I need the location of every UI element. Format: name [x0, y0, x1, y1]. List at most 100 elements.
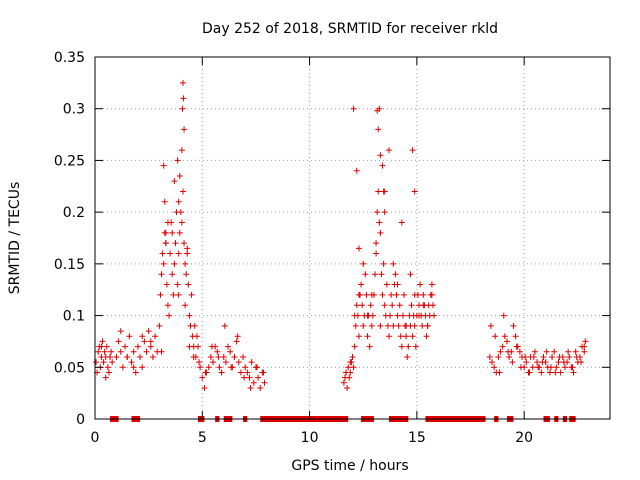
data-point [108, 348, 115, 355]
data-point [581, 343, 588, 350]
data-point [501, 333, 508, 340]
data-point [350, 364, 357, 371]
data-point [366, 343, 373, 350]
data-point [257, 384, 264, 391]
data-point [353, 167, 360, 174]
data-point [522, 353, 529, 360]
data-point [190, 353, 197, 360]
data-point [186, 312, 193, 319]
data-point [570, 369, 577, 376]
data-point [178, 219, 185, 226]
data-point [102, 374, 109, 381]
data-point [164, 302, 171, 309]
data-point [488, 359, 495, 366]
data-point [495, 353, 502, 360]
data-point [420, 291, 427, 298]
data-point [179, 105, 186, 112]
y-tick-label: 0 [76, 412, 85, 428]
data-point [162, 229, 169, 236]
data-point [177, 209, 184, 216]
grid-lines [95, 57, 610, 419]
data-point [201, 384, 208, 391]
data-point [428, 281, 435, 288]
data-point [392, 271, 399, 278]
data-point [343, 369, 350, 376]
data-point [403, 322, 410, 329]
data-point [369, 312, 376, 319]
data-point [531, 348, 538, 355]
data-point [184, 250, 191, 257]
data-point [353, 302, 360, 309]
y-tick-label: 0.05 [54, 360, 85, 376]
data-point [157, 291, 164, 298]
data-point [160, 260, 167, 267]
data-point [388, 291, 395, 298]
data-point [509, 359, 516, 366]
data-point [208, 343, 215, 350]
data-point [566, 353, 573, 360]
data-point [225, 343, 232, 350]
x-tick-label: 20 [515, 430, 533, 446]
data-point [191, 322, 198, 329]
data-point [505, 348, 512, 355]
data-point [195, 343, 201, 350]
data-point [158, 271, 165, 278]
data-point [172, 240, 179, 247]
data-point [130, 364, 137, 371]
data-point [95, 348, 102, 355]
data-point [185, 281, 192, 288]
data-point [247, 384, 254, 391]
data-point [381, 302, 388, 309]
data-point [530, 353, 537, 360]
data-point [260, 369, 267, 376]
data-point [178, 147, 185, 154]
data-point [175, 291, 182, 298]
data-point [358, 281, 365, 288]
data-point [250, 379, 257, 386]
data-point [569, 364, 576, 371]
data-point [385, 333, 392, 340]
data-point [176, 172, 183, 179]
data-point [409, 333, 416, 340]
data-point [573, 353, 580, 360]
data-point [394, 281, 401, 288]
data-point [233, 338, 240, 345]
data-point [156, 322, 163, 329]
data-point [174, 157, 181, 164]
axis-ticks: 0 0.05 0.1 0.15 0.2 0.25 0.3 0.35 0 5 10 15 20 [54, 50, 610, 446]
data-point [246, 374, 253, 381]
data-point [149, 353, 156, 360]
data-point [340, 379, 347, 386]
data-point [423, 333, 430, 340]
data-point [492, 333, 499, 340]
data-point [355, 245, 362, 252]
data-point [166, 312, 173, 319]
data-point [407, 271, 414, 278]
data-point [351, 312, 358, 319]
data-point [199, 374, 206, 381]
data-point [349, 353, 356, 360]
data-point [202, 369, 209, 376]
data-point [416, 312, 423, 319]
data-point [497, 348, 504, 355]
data-point [109, 359, 116, 366]
data-point [186, 343, 193, 350]
y-tick-label: 0.2 [63, 205, 85, 221]
data-point [500, 312, 507, 319]
data-point [228, 364, 235, 371]
data-point [147, 343, 154, 350]
data-point [139, 333, 146, 340]
data-point [420, 302, 427, 309]
data-point [581, 348, 588, 355]
data-point [411, 291, 418, 298]
data-point [147, 338, 154, 345]
data-point [170, 291, 177, 298]
data-point [504, 338, 510, 345]
data-point [244, 369, 251, 376]
data-point [411, 188, 418, 195]
data-point [126, 333, 133, 340]
data-point [117, 348, 124, 355]
data-point [255, 374, 262, 381]
data-point [513, 343, 520, 350]
